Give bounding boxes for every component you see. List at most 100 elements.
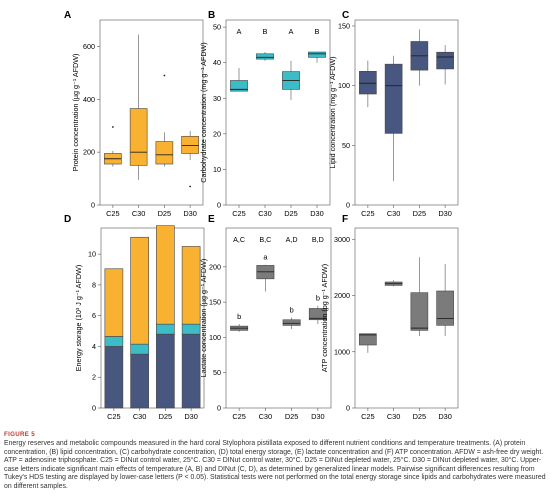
y-tick-label: 200 xyxy=(209,262,221,271)
plot-frame xyxy=(354,227,459,409)
y-tick-label: 40 xyxy=(213,58,221,67)
box-d25 xyxy=(155,74,174,167)
box-d25 xyxy=(282,317,301,329)
y-tick-label: 0 xyxy=(217,404,221,413)
x-tick-label: D30 xyxy=(438,209,452,218)
y-tick-label: 1000 xyxy=(334,347,350,356)
bar-segment xyxy=(104,346,124,409)
y-tick-label: 3000 xyxy=(334,235,350,244)
box-body xyxy=(436,51,454,70)
outlier-point xyxy=(189,185,192,188)
box-body xyxy=(436,290,454,326)
box-c25 xyxy=(230,324,249,332)
box-d25 xyxy=(282,60,300,101)
y-tick-label: 200 xyxy=(83,148,95,157)
y-tick-label: 30 xyxy=(213,94,221,103)
y-tick-label: 600 xyxy=(83,42,95,51)
x-tick-label: C30 xyxy=(387,209,401,218)
stacked-bar-d30 xyxy=(181,246,201,409)
plot-frame xyxy=(99,19,204,206)
bar-segment xyxy=(130,353,149,409)
bar-segment xyxy=(156,333,175,409)
x-tick-label: C25 xyxy=(361,209,375,218)
bar-segment xyxy=(130,236,149,345)
caption-text: Energy reserves and metabolic compounds … xyxy=(4,440,546,490)
x-tick-label: D25 xyxy=(284,209,298,218)
y-tick-label: 0 xyxy=(346,201,350,210)
x-tick-label: D25 xyxy=(413,209,427,218)
box-body xyxy=(129,108,148,166)
bar-segment xyxy=(181,323,201,335)
panel-letter: A xyxy=(64,10,71,21)
box-body xyxy=(359,71,377,95)
panel-letter: D xyxy=(64,214,71,225)
y-tick-label: 50 xyxy=(213,368,221,377)
significance-letter: A xyxy=(289,27,294,36)
box-d30 xyxy=(436,264,454,336)
y-tick-label: 2 xyxy=(92,373,96,382)
box-body xyxy=(359,333,377,346)
panel-letter: C xyxy=(342,10,349,21)
caption-label: FIGURE 5 xyxy=(4,431,35,438)
y-tick-label: 2000 xyxy=(334,291,350,300)
y-tick-label: 10 xyxy=(213,165,221,174)
plot-frame xyxy=(225,19,331,206)
significance-letter-upper: A,D xyxy=(286,235,298,244)
panel-letter: E xyxy=(208,214,215,225)
significance-letter: b xyxy=(290,306,294,315)
panel-f: F 0 1000 2000 3000 ATP concentration (pg g⁻¹ … xyxy=(320,214,459,421)
bar-segment xyxy=(181,246,201,325)
y-tick-label: 4 xyxy=(92,342,96,351)
x-tick-label: C25 xyxy=(106,209,120,218)
bar-segment xyxy=(130,343,149,355)
significance-letter: a xyxy=(263,253,268,262)
box-d30 xyxy=(308,305,327,324)
outlier-point xyxy=(163,74,166,77)
stacked-bar-c25 xyxy=(104,268,124,409)
y-tick-label: 100 xyxy=(338,81,350,90)
box-body xyxy=(155,141,174,165)
box-c30 xyxy=(384,280,403,287)
panel-c: C 0 50 100 150 Lipid concentration (mg g⁻¹ AF… xyxy=(328,10,459,218)
y-tick-label: 100 xyxy=(209,333,221,342)
significance-letter-upper: A,C xyxy=(233,235,245,244)
x-tick-label: C25 xyxy=(232,209,246,218)
box-body xyxy=(230,80,248,92)
x-tick-label: C25 xyxy=(361,412,375,421)
y-tick-label: 50 xyxy=(342,141,350,150)
bar-segment xyxy=(104,336,124,347)
plot-frame xyxy=(354,19,459,206)
box-body xyxy=(308,308,327,321)
bar-segment xyxy=(104,268,124,337)
x-tick-label: D25 xyxy=(285,412,299,421)
panel-letter: B xyxy=(208,10,215,21)
significance-letter: B xyxy=(263,27,268,36)
x-tick-label: C30 xyxy=(258,209,272,218)
box-body xyxy=(256,53,274,60)
plot-frame xyxy=(225,227,332,409)
box-d30 xyxy=(308,51,326,63)
x-tick-label: C30 xyxy=(133,412,147,421)
y-tick-label: 8 xyxy=(92,280,96,289)
box-d30 xyxy=(436,45,454,85)
significance-letter: B xyxy=(315,27,320,36)
bar-segment xyxy=(181,333,201,409)
y-axis-label: Carbohydrate concentration (mg g⁻¹ AFDW) xyxy=(199,42,208,182)
y-tick-label: 0 xyxy=(92,404,96,413)
bar-segment xyxy=(156,225,175,325)
y-tick-label: 400 xyxy=(83,95,95,104)
panel-b: B 0 10 20 30 40 50 Carbohydrate concentration (… xyxy=(199,10,331,218)
box-body xyxy=(410,292,429,331)
y-axis-label: Lactate concentration (µg g⁻¹ AFDW) xyxy=(199,259,208,378)
x-tick-label: C30 xyxy=(259,412,273,421)
stacked-bar-c30 xyxy=(130,236,149,409)
box-c30 xyxy=(256,264,275,292)
box-c25 xyxy=(359,333,377,353)
y-tick-label: 0 xyxy=(346,404,350,413)
significance-letter-upper: B,D xyxy=(312,235,324,244)
box-body xyxy=(384,63,403,134)
x-tick-label: D30 xyxy=(438,412,452,421)
